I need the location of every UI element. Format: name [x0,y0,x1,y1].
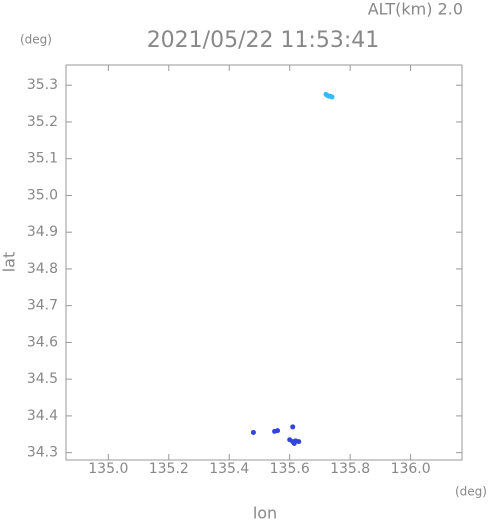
x-tick-label: 135.4 [209,461,249,477]
y-tick-label: 34.5 [27,371,58,387]
x-tick-label: 136.0 [391,461,431,477]
point [275,428,281,434]
y-tick-label: 34.4 [27,408,58,424]
x-tick-label: 135.2 [149,461,189,477]
x-tick-label: 135.8 [330,461,370,477]
y-unit: (deg) [20,33,52,47]
point [290,424,296,430]
y-tick-label: 34.3 [27,445,58,461]
point [291,440,297,446]
plot-frame [65,64,463,461]
point [250,429,256,435]
x-unit: (deg) [455,485,487,499]
y-tick-label: 34.8 [27,261,58,277]
y-tick-label: 34.6 [27,334,58,350]
y-tick-label: 35.1 [27,151,58,167]
point [329,94,335,100]
point [296,439,302,445]
chart-title: 2021/05/22 11:53:41 [147,28,380,53]
y-tick-label: 35.0 [27,187,58,203]
y-tick-label: 35.3 [27,77,58,93]
x-label: lon [253,504,277,522]
x-tick-label: 135.0 [88,461,128,477]
y-tick-label: 35.2 [27,114,58,130]
subtitle: ALT(km) 2.0 [368,0,463,19]
x-tick-label: 135.6 [270,461,310,477]
y-label: lat [0,252,19,273]
y-tick-label: 34.9 [27,224,58,240]
y-tick-label: 34.7 [27,298,58,314]
